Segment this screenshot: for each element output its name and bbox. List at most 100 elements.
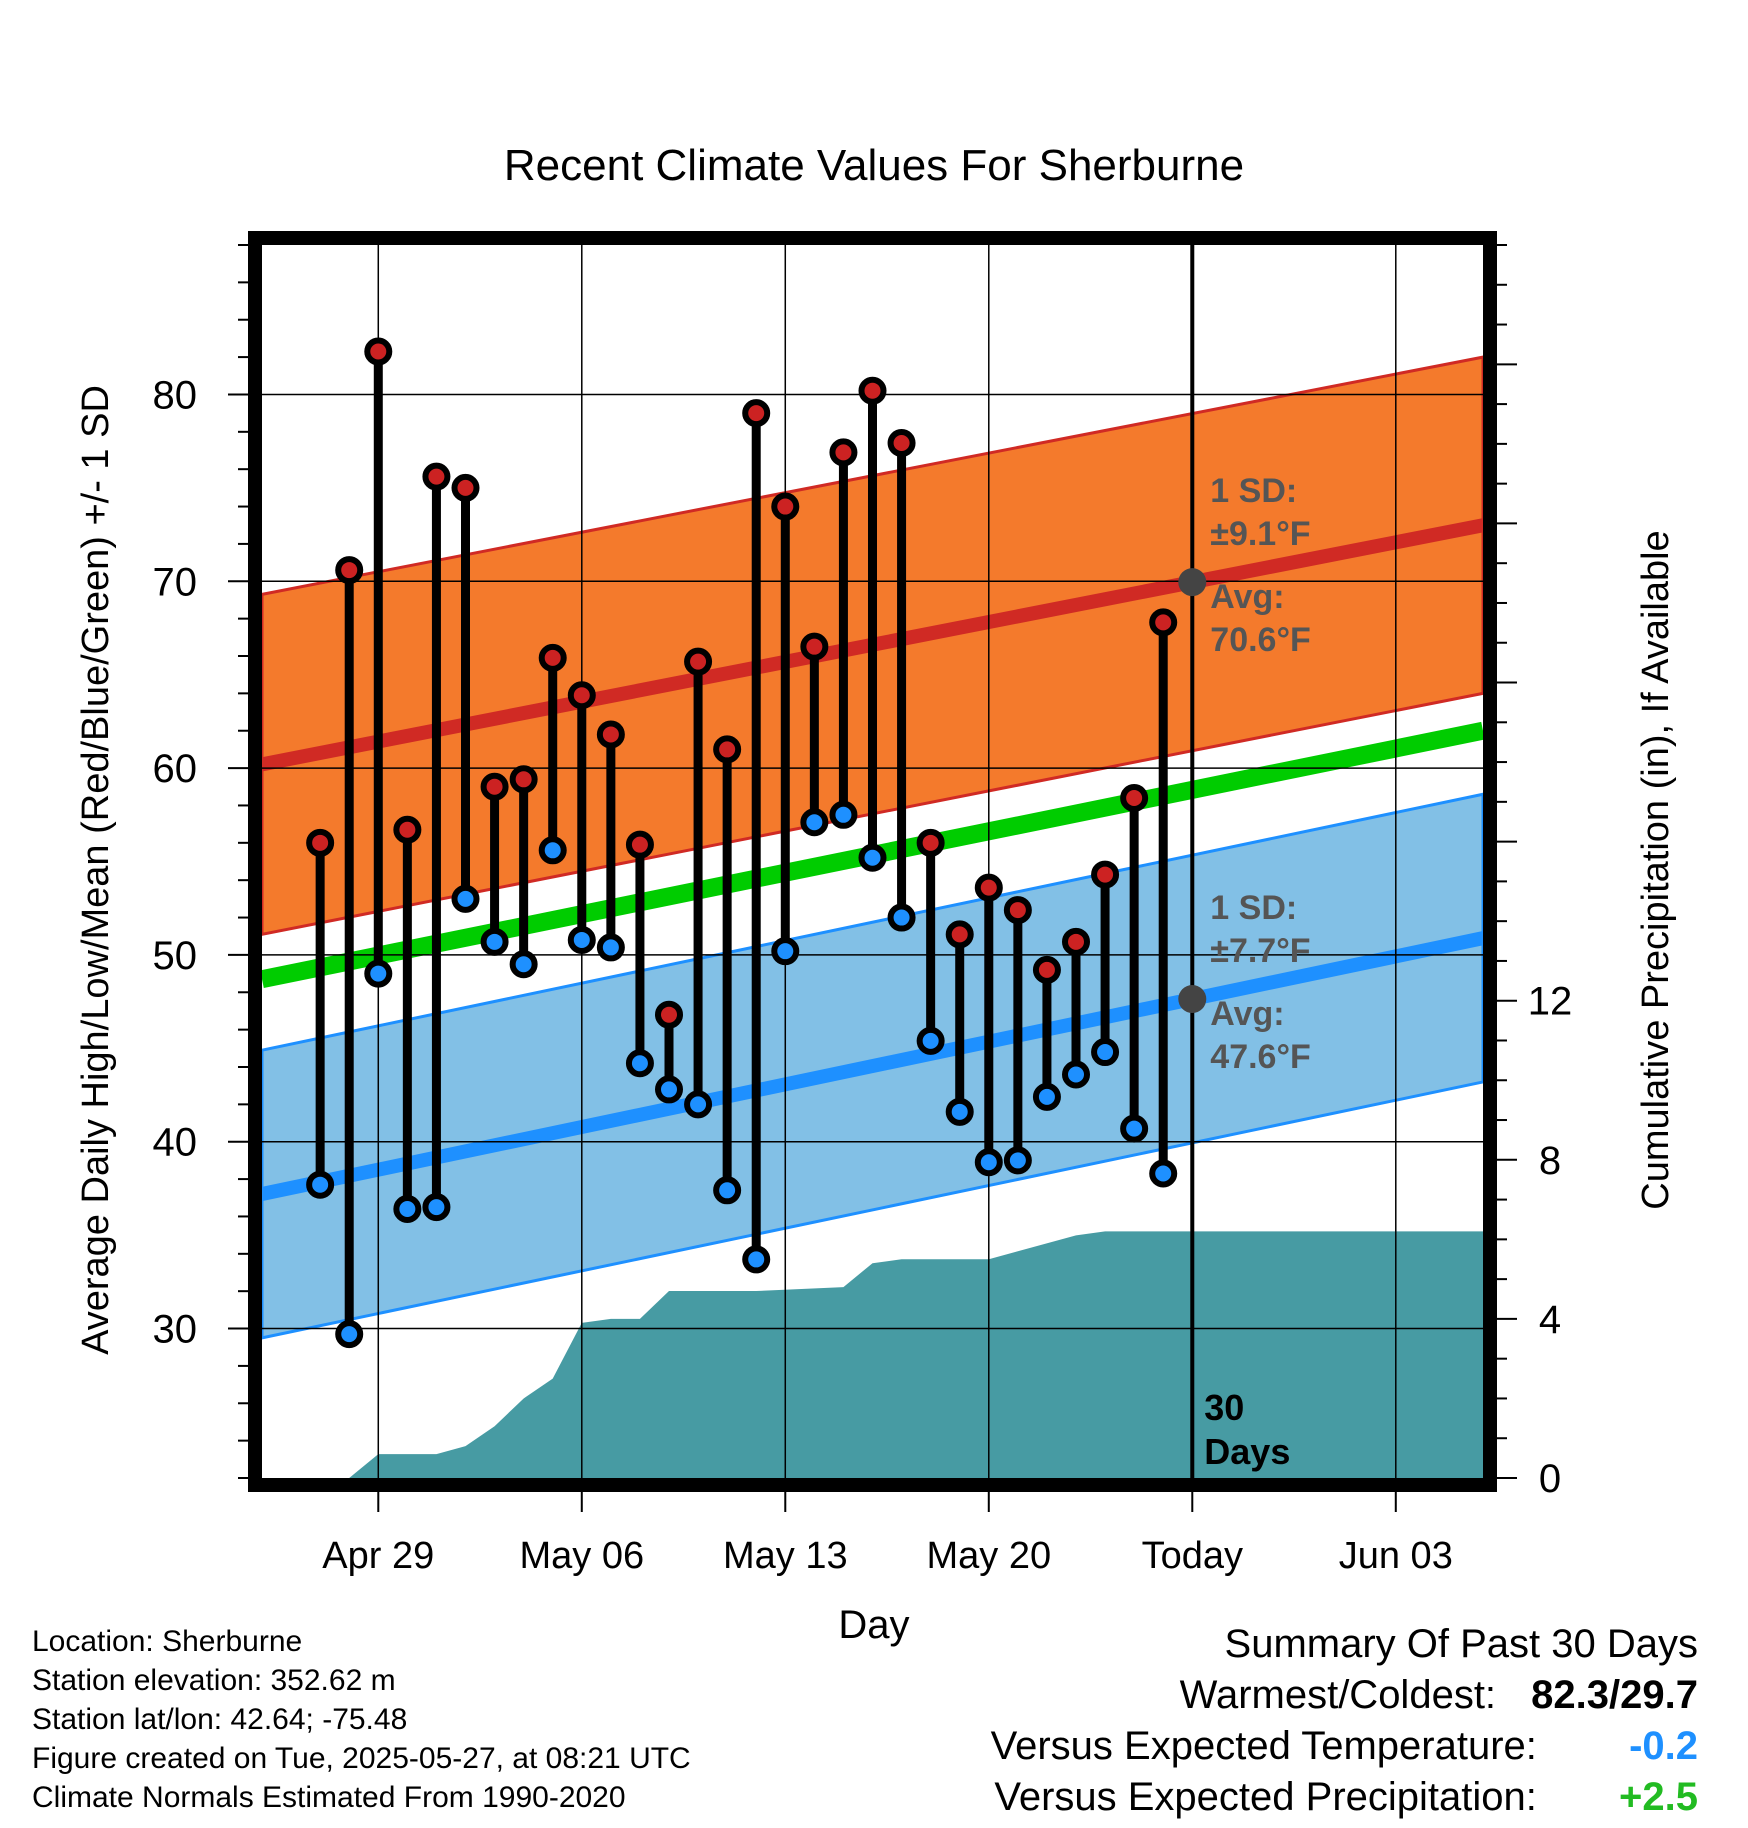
daily-low-point xyxy=(480,927,509,956)
daily-low-point xyxy=(451,884,480,913)
high-sd-annotation-value: ±9.1°F xyxy=(1210,515,1310,553)
summary-temp: Versus Expected Temperature: -0.2 xyxy=(991,1724,1698,1769)
daily-high-point xyxy=(422,462,451,491)
daily-high-point xyxy=(829,438,858,467)
daily-low-point xyxy=(771,937,800,966)
daily-high-point xyxy=(771,492,800,521)
y-left-tick-label: 70 xyxy=(153,560,198,604)
daily-low-point xyxy=(800,808,829,837)
daily-high-point xyxy=(800,632,829,661)
today-high-avg-marker xyxy=(1178,568,1207,597)
daily-high-point xyxy=(364,337,393,366)
summary-warmest-coldest-label: Warmest/Coldest: xyxy=(1179,1673,1497,1717)
summary-warmest-coldest: Warmest/Coldest: 82.3/29.7 xyxy=(1180,1673,1698,1718)
daily-high-point xyxy=(1120,783,1149,812)
high-avg-annotation-value: 70.6°F xyxy=(1210,621,1311,659)
daily-low-point xyxy=(1062,1060,1090,1089)
low-sd-annotation-value: ±7.7°F xyxy=(1210,932,1310,970)
y-right-tick-label: 12 xyxy=(1528,980,1573,1024)
daily-low-point xyxy=(858,843,887,872)
daily-low-point xyxy=(887,903,916,932)
daily-high-point xyxy=(916,828,945,857)
daily-low-point xyxy=(422,1193,451,1222)
summary-title: Summary Of Past 30 Days xyxy=(1224,1622,1698,1666)
daily-low-point xyxy=(1003,1146,1032,1175)
daily-low-point xyxy=(509,950,538,979)
y-right-tick-label: 0 xyxy=(1539,1457,1561,1501)
chart-title: Recent Climate Values For Sherburne xyxy=(504,141,1244,190)
daily-high-point xyxy=(1062,927,1090,956)
summary-precip-value: +2.5 xyxy=(1619,1775,1698,1819)
daily-low-point xyxy=(684,1090,713,1119)
x-tick-label: Today xyxy=(1142,1535,1243,1577)
summary-precip: Versus Expected Precipitation: +2.5 xyxy=(994,1775,1698,1820)
daily-high-point xyxy=(509,765,538,794)
daily-high-point xyxy=(742,399,771,428)
daily-high-point xyxy=(713,735,742,764)
footer-location: Location: Sherburne xyxy=(32,1625,303,1658)
daily-low-point xyxy=(742,1245,771,1274)
x-axis-label: Day xyxy=(838,1603,909,1647)
high-sd-annotation-title: 1 SD: xyxy=(1210,472,1297,510)
x-tick-label: Jun 03 xyxy=(1339,1535,1453,1577)
daily-high-point xyxy=(306,828,335,857)
daily-high-point xyxy=(945,920,974,949)
cumulative-precip-area xyxy=(349,1231,1483,1478)
daily-high-point xyxy=(451,473,480,502)
daily-high-point xyxy=(567,681,596,710)
daily-high-point xyxy=(887,429,916,458)
low-sd-annotation-title: 1 SD: xyxy=(1210,889,1297,927)
y-left-tick-label: 50 xyxy=(153,934,198,978)
high-avg-annotation-title: Avg: xyxy=(1210,578,1284,616)
daily-low-point xyxy=(335,1320,364,1349)
daily-low-point xyxy=(829,800,858,829)
daily-low-point xyxy=(596,933,625,962)
daily-low-point xyxy=(538,836,567,865)
daily-low-point xyxy=(306,1170,335,1199)
summary-temp-label: Versus Expected Temperature: xyxy=(990,1724,1537,1768)
summary-precip-label: Versus Expected Precipitation: xyxy=(994,1775,1537,1819)
daily-high-point xyxy=(335,556,364,585)
daily-low-point xyxy=(567,925,596,954)
summary-temp-value: -0.2 xyxy=(1629,1724,1698,1768)
daily-high-point xyxy=(1149,608,1178,637)
daily-low-point xyxy=(364,959,393,988)
low-avg-annotation-value: 47.6°F xyxy=(1210,1038,1311,1076)
daily-low-point xyxy=(393,1194,422,1223)
y-right-tick-label: 4 xyxy=(1539,1298,1561,1342)
x-tick-label: May 20 xyxy=(926,1535,1051,1577)
footer-created: Figure created on Tue, 2025-05-27, at 08… xyxy=(32,1742,691,1775)
daily-high-point xyxy=(684,647,713,676)
plot-frame xyxy=(248,231,1497,1492)
daily-low-point xyxy=(1149,1159,1178,1188)
daily-high-point xyxy=(393,815,422,844)
low-avg-annotation-title: Avg: xyxy=(1210,995,1284,1033)
y-axis-right-label: Cumulative Precipitation (in), If Availa… xyxy=(1635,530,1677,1209)
y-left-tick-label: 60 xyxy=(153,747,198,791)
daily-high-point xyxy=(655,1000,683,1029)
plot-area: 1 SD: ±9.1°F Avg: 70.6°F 1 SD: ±7.7°F Avg: 47.6… xyxy=(153,231,1573,1577)
x-tick-label: Apr 29 xyxy=(322,1535,434,1577)
daily-low-point xyxy=(1120,1114,1149,1143)
daily-low-point xyxy=(916,1026,945,1055)
today-days-label-number: 30 xyxy=(1204,1387,1244,1428)
daily-low-point xyxy=(1032,1082,1061,1111)
footer-normals: Climate Normals Estimated From 1990-2020 xyxy=(32,1781,626,1814)
daily-high-point xyxy=(625,830,654,859)
daily-low-point xyxy=(655,1075,683,1104)
daily-low-point xyxy=(974,1148,1003,1177)
footer-elevation: Station elevation: 352.62 m xyxy=(32,1664,396,1697)
y-left-tick-label: 80 xyxy=(153,373,198,417)
x-tick-label: May 06 xyxy=(519,1535,644,1577)
daily-low-point xyxy=(1091,1038,1120,1067)
daily-high-point xyxy=(974,873,1003,902)
today-days-label-text: Days xyxy=(1204,1431,1290,1472)
daily-high-point xyxy=(1003,896,1032,925)
y-left-tick-label: 40 xyxy=(153,1121,198,1165)
y-axis-left-label: Average Daily High/Low/Mean (Red/Blue/Gr… xyxy=(75,385,117,1355)
daily-low-point xyxy=(713,1176,742,1205)
summary-warmest-coldest-value: 82.3/29.7 xyxy=(1531,1673,1698,1717)
y-right-tick-label: 8 xyxy=(1539,1139,1561,1183)
footer-latlon: Station lat/lon: 42.64; -75.48 xyxy=(32,1703,408,1736)
